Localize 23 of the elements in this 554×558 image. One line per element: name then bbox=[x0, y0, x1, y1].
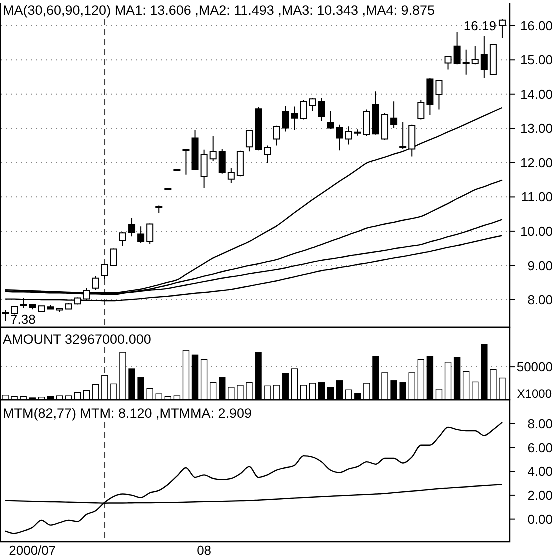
y-tick-label: 8.00 bbox=[528, 416, 553, 432]
annotation: 7.38 bbox=[10, 312, 36, 328]
text: MTM(82,77) MTM: 8.120 ,MTMMA: 2.909 bbox=[3, 406, 252, 421]
y-tick-label: 12.00 bbox=[520, 155, 553, 170]
y-tick-label: 11.00 bbox=[521, 190, 553, 205]
x-tick-label: 08 bbox=[197, 543, 212, 558]
y-tick-label: 16.00 bbox=[520, 18, 553, 34]
y-tick-label: 9.00 bbox=[528, 258, 553, 274]
y-tick-label: 15.00 bbox=[520, 52, 553, 68]
y-tick-label: 6.00 bbox=[528, 440, 553, 456]
x-tick-label: 2000/07 bbox=[9, 543, 56, 558]
y-tick-label: 4.00 bbox=[528, 464, 553, 480]
y-tick-label: 13.00 bbox=[520, 121, 553, 136]
y-tick-label: 10.00 bbox=[520, 224, 553, 240]
chart-title: AMOUNT 32967000.000 bbox=[3, 332, 152, 347]
y-axis-title: X1000 bbox=[517, 387, 552, 401]
y-tick-label: 2.00 bbox=[528, 488, 553, 504]
y-tick-label: 0.00 bbox=[528, 512, 553, 527]
y-tick-label: 8.00 bbox=[528, 292, 553, 308]
y-tick-label: 50000 bbox=[516, 360, 553, 375]
chart-title: MA(30,60,90,120) MA1: 13.606 ,MA2: 11.493 ,MA3: 10.343 ,MA4: 9.875 bbox=[3, 3, 436, 18]
y-tick-label: 14.00 bbox=[520, 86, 553, 102]
annotation: 16.19 bbox=[464, 18, 496, 34]
